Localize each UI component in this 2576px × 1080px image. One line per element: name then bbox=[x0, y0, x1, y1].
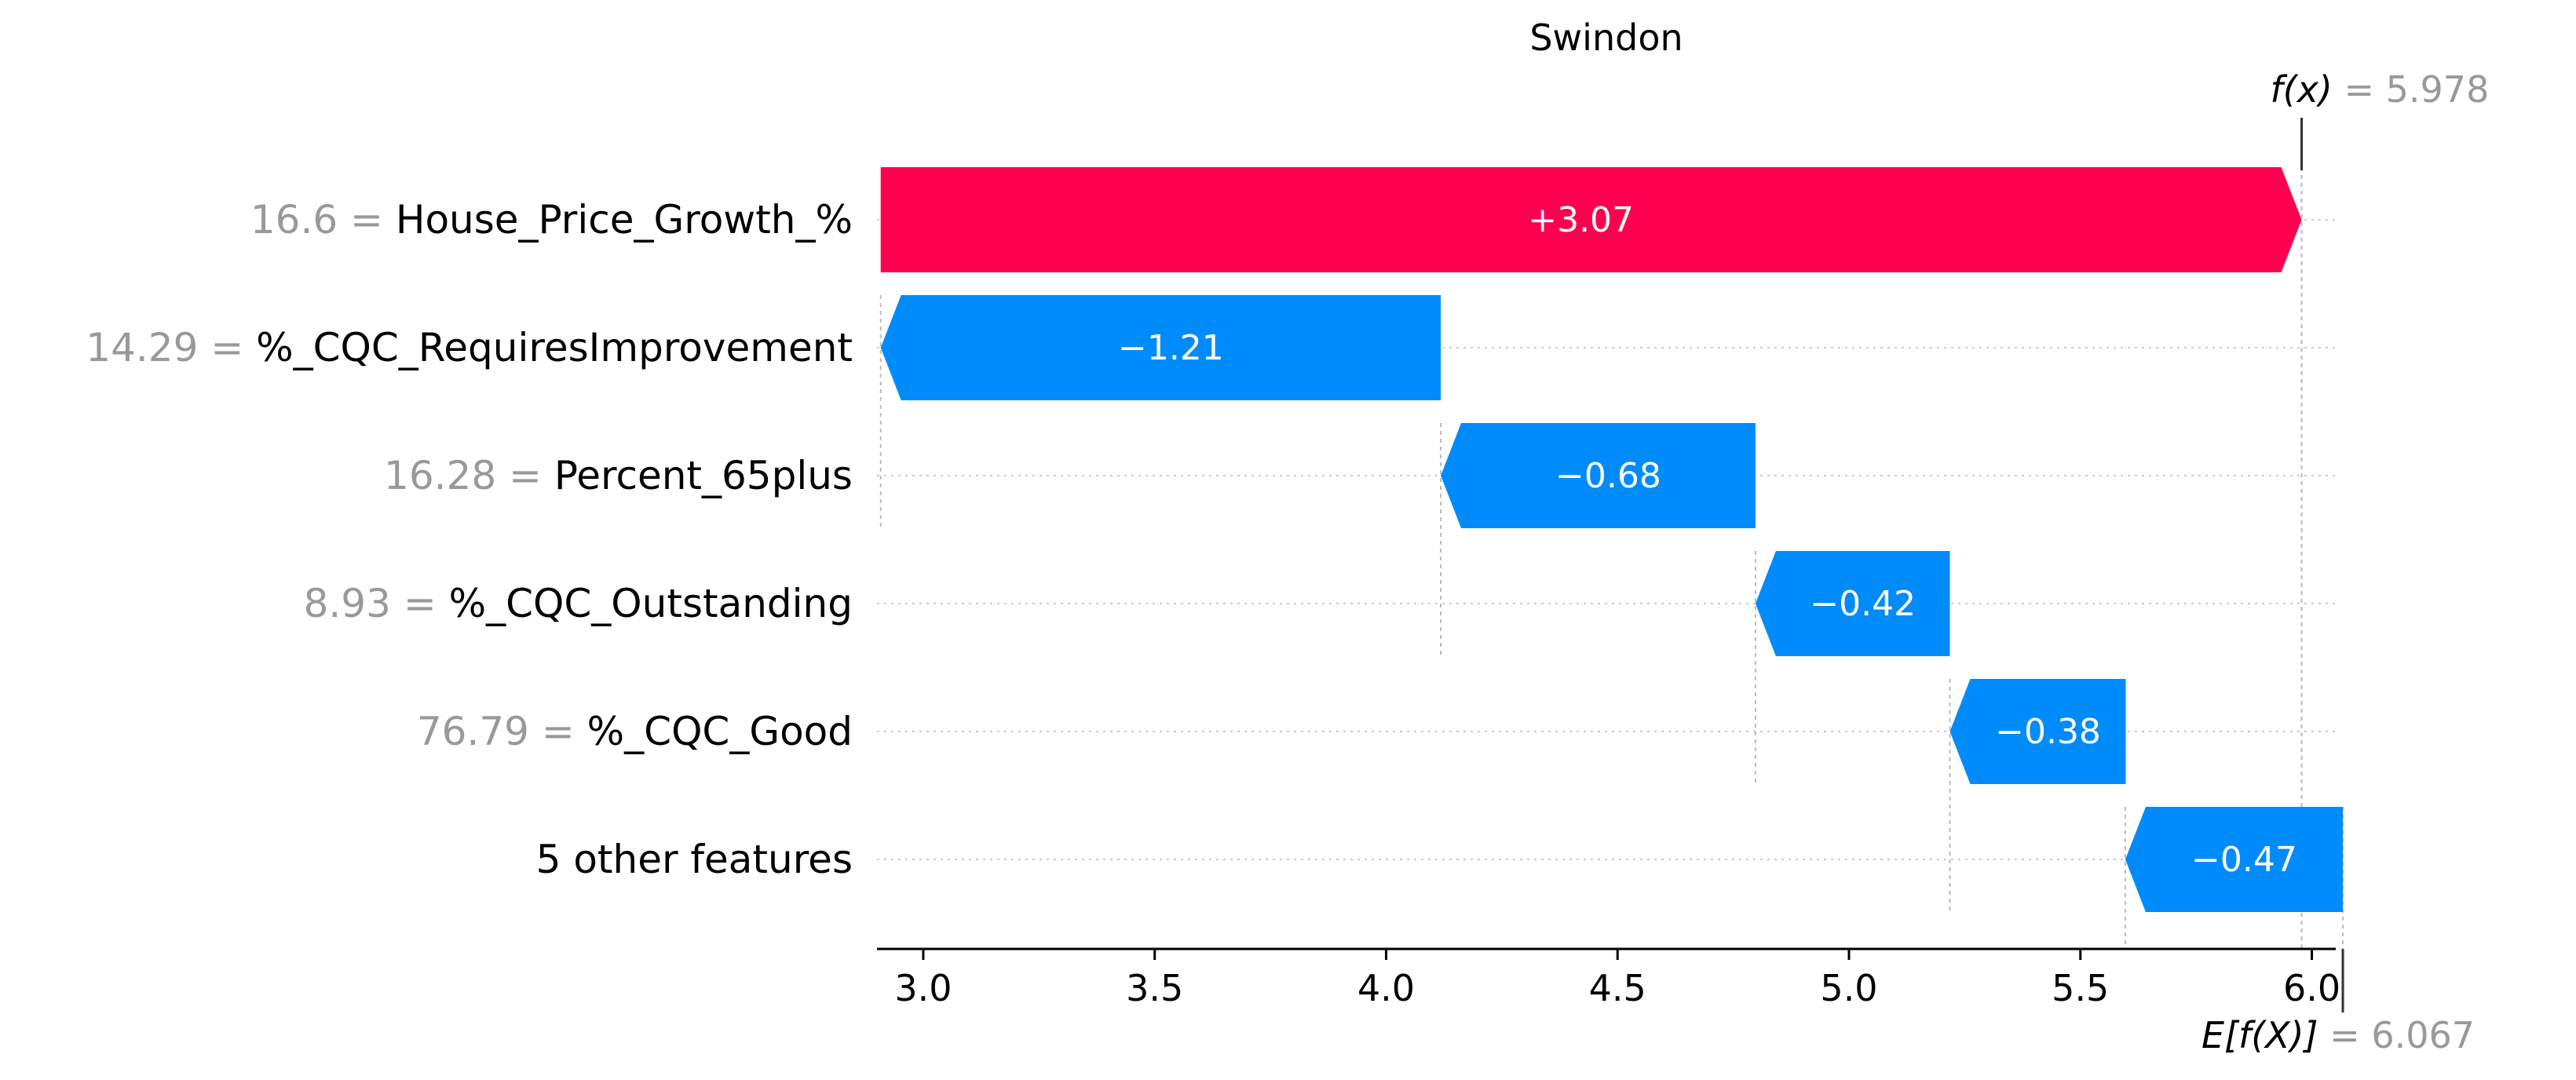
bar-negative bbox=[1441, 423, 1756, 528]
feature-labels: 16.6 = House_Price_Growth_% 14.29 = %_CQC… bbox=[86, 197, 853, 882]
annotations: f(x) = 5.978 E[f(X)] = 6.067 bbox=[2201, 68, 2489, 1056]
x-tick-label: 4.5 bbox=[1589, 967, 1646, 1009]
fx-value: = 5.978 bbox=[2333, 68, 2489, 111]
x-axis: 3.0 3.5 4.0 4.5 5.0 5.5 6.0 bbox=[877, 947, 2340, 1009]
feature-label: 8.93 = %_CQC_Outstanding bbox=[304, 581, 853, 626]
feature-label: 5 other features bbox=[536, 837, 853, 882]
bar-value-label: −0.42 bbox=[1810, 584, 1916, 624]
bar-negative bbox=[2125, 807, 2344, 912]
feature-label: 76.79 = %_CQC_Good bbox=[417, 709, 853, 754]
fx-label: f(x) bbox=[2271, 68, 2333, 111]
x-tick-label: 4.0 bbox=[1357, 967, 1415, 1009]
feature-value: 76.79 = bbox=[417, 709, 587, 754]
efx-value: = 6.067 bbox=[2318, 1014, 2475, 1056]
feature-name: Percent_65plus bbox=[554, 453, 853, 498]
bar-value-label: −0.38 bbox=[1995, 712, 2101, 752]
feature-name: 5 other features bbox=[536, 837, 853, 882]
feature-name: %_CQC_Good bbox=[587, 709, 853, 754]
bar-negative bbox=[1949, 679, 2126, 784]
feature-label: 14.29 = %_CQC_RequiresImprovement bbox=[86, 325, 853, 370]
feature-name: %_CQC_Outstanding bbox=[449, 581, 853, 626]
bar-value-label: −1.21 bbox=[1118, 328, 1224, 368]
feature-value: 16.6 = bbox=[250, 197, 396, 243]
feature-name: %_CQC_RequiresImprovement bbox=[256, 325, 853, 370]
x-tick-label: 6.0 bbox=[2283, 967, 2340, 1009]
feature-name: House_Price_Growth_% bbox=[396, 197, 853, 243]
fx-annotation: f(x) = 5.978 bbox=[2271, 68, 2490, 111]
feature-label: 16.6 = House_Price_Growth_% bbox=[250, 197, 853, 243]
bars: +3.07 −1.21 −0.68 −0.42 −0.38 −0.47 bbox=[880, 167, 2344, 912]
connector-lines bbox=[879, 167, 2344, 949]
x-tick-label: 3.5 bbox=[1126, 967, 1183, 1009]
chart-title: Swindon bbox=[1529, 16, 1683, 59]
efx-label: E[f(X)] bbox=[2201, 1014, 2318, 1056]
bar-value-label: +3.07 bbox=[1528, 200, 1634, 240]
bar-negative bbox=[880, 295, 1441, 400]
bar-negative bbox=[1755, 551, 1950, 656]
feature-label: 16.28 = Percent_65plus bbox=[384, 453, 853, 498]
x-tick-label: 5.0 bbox=[1820, 967, 1877, 1009]
feature-value: 16.28 = bbox=[384, 453, 554, 498]
bar-value-label: −0.68 bbox=[1555, 456, 1661, 496]
bar-value-label: −0.47 bbox=[2191, 840, 2297, 880]
bar-positive bbox=[880, 167, 2302, 272]
x-tick-label: 5.5 bbox=[2052, 967, 2109, 1009]
feature-value: 14.29 = bbox=[86, 325, 256, 370]
efx-annotation: E[f(X)] = 6.067 bbox=[2201, 1014, 2475, 1056]
x-tick-label: 3.0 bbox=[894, 967, 952, 1009]
feature-value: 8.93 = bbox=[304, 581, 449, 626]
